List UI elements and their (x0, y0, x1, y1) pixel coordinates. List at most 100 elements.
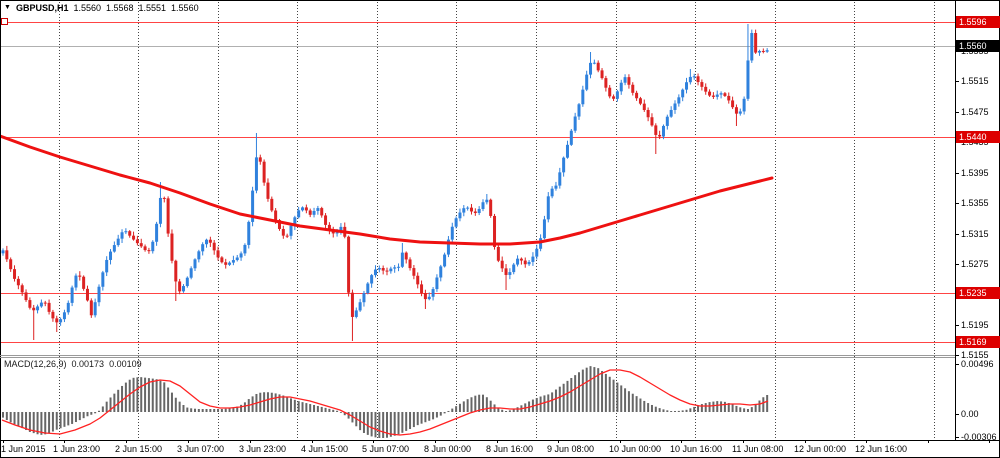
candle-body (608, 87, 612, 97)
price-level-badge: 1.5169 (956, 336, 1000, 348)
candle-body (216, 250, 220, 258)
candle-body (36, 306, 40, 311)
candle-body (688, 76, 692, 83)
candle-body (635, 92, 639, 99)
candle-body (59, 319, 63, 323)
candle-body (765, 50, 769, 52)
candle-body (166, 198, 170, 234)
candle-body (462, 208, 466, 213)
candle-body (120, 232, 124, 239)
candle-body (516, 258, 520, 265)
candle-body (197, 251, 201, 260)
candle-body (181, 286, 185, 292)
moving-average-line (0, 134, 774, 246)
candle-body (734, 107, 738, 114)
candle-body (577, 104, 581, 117)
macd-scale-label: 0.00496 (961, 359, 994, 369)
candle-body (66, 302, 70, 313)
candle-body (539, 238, 543, 249)
candle-body (266, 182, 270, 199)
candle-body (381, 267, 385, 271)
candle-body (654, 125, 658, 135)
candle-body (731, 100, 735, 108)
candle-body (366, 283, 370, 294)
candle-body (5, 250, 9, 260)
candle-body (85, 288, 89, 301)
time-axis-label: 10 Jun 16:00 (670, 444, 723, 454)
symbol-label: GBPUSD,H1 (15, 2, 69, 13)
candle-body (669, 109, 673, 117)
candle-body (754, 33, 758, 53)
macd-signal-value: 0.00109 (109, 359, 142, 369)
candle-body (723, 93, 727, 96)
candle-body (542, 219, 546, 239)
candle-body (500, 260, 504, 269)
candle-body (105, 259, 109, 273)
candle-body (220, 257, 224, 263)
time-axis-label: 8 Jun 00:00 (424, 444, 472, 454)
candle-body (335, 232, 339, 234)
candle-body (715, 94, 719, 97)
high-value: 1.5568 (105, 2, 134, 13)
candle-body (757, 50, 761, 53)
candle-body (531, 256, 535, 262)
candle-body (523, 260, 527, 265)
candle-body (93, 302, 97, 316)
time-axis-label: 3 Jun 23:00 (239, 444, 287, 454)
candle-body (193, 259, 197, 269)
candle-body (339, 226, 343, 233)
price-level-lines[interactable] (1, 18, 955, 343)
candle-body (546, 196, 550, 220)
candle-body (89, 300, 93, 316)
candle-body (316, 208, 320, 211)
time-axis-label: 9 Jun 08:00 (547, 444, 595, 454)
candle-body (458, 212, 462, 219)
candle-body (454, 218, 458, 227)
candle-body (70, 287, 74, 303)
candle-body (28, 300, 32, 308)
time-axis-label: 5 Jun 07:00 (362, 444, 410, 454)
candle-body (619, 82, 623, 92)
candle-body (281, 228, 285, 236)
candle-body (274, 210, 278, 221)
candle-body (404, 252, 408, 260)
candle-body (124, 231, 128, 233)
candle-body (109, 251, 113, 260)
ma-polyline (0, 134, 774, 246)
macd-label: MACD(12,26,9) (4, 359, 67, 369)
candle-body (228, 262, 232, 265)
candle-body (600, 70, 604, 79)
candle-body (251, 190, 255, 222)
candle-body (481, 202, 485, 209)
candle-body (285, 235, 289, 237)
candle-body (135, 239, 139, 244)
price-tick-label: 1.5475 (961, 107, 989, 117)
candles-layer (1, 24, 769, 341)
candle-body (139, 243, 143, 247)
candle-body (665, 116, 669, 126)
candle-body (377, 267, 381, 270)
candle-body (78, 275, 82, 277)
candle-body (508, 272, 512, 275)
macd-scale-label: -0.00306 (961, 432, 997, 442)
candle-body (623, 77, 627, 83)
candle-body (446, 239, 450, 255)
candle-body (43, 302, 47, 304)
low-value: 1.5551 (138, 2, 167, 13)
candle-body (16, 278, 20, 286)
level-handle-marker[interactable] (1, 18, 8, 25)
candle-body (512, 264, 516, 273)
candle-body (362, 293, 366, 303)
candle-body (174, 260, 178, 282)
candle-body (155, 223, 159, 242)
candle-body (354, 310, 358, 317)
candle-body (170, 233, 174, 261)
candle-body (308, 210, 312, 215)
candle-body (427, 296, 431, 300)
candle-body (592, 62, 596, 64)
candle-body (439, 266, 443, 278)
price-tick-label: 1.5195 (961, 320, 989, 330)
candle-body (485, 199, 489, 203)
